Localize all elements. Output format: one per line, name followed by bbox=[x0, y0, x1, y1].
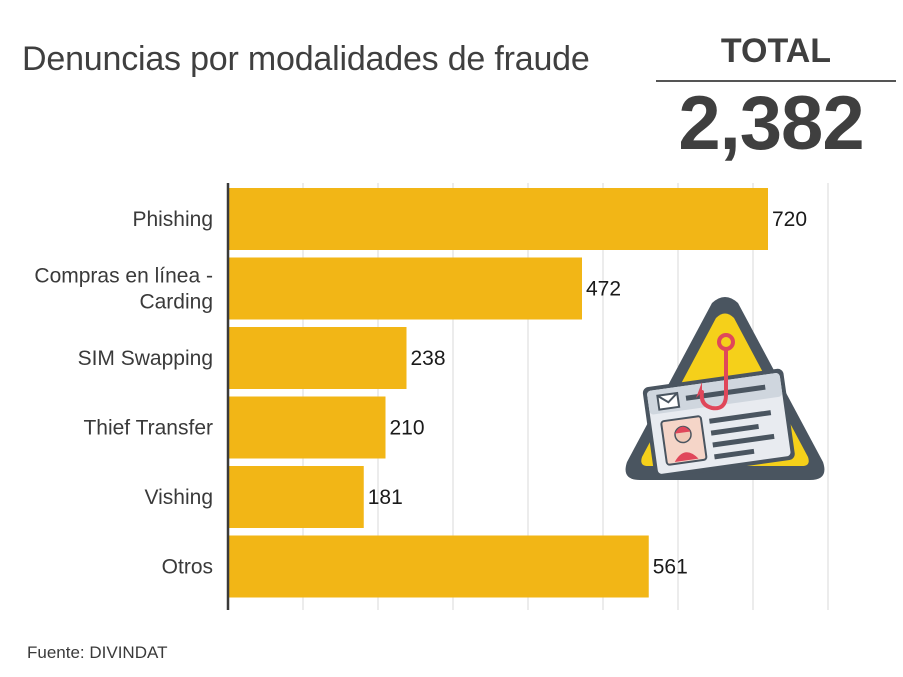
bar bbox=[229, 396, 386, 459]
value-label: 720 bbox=[772, 208, 807, 231]
phishing-id-card-warning-icon bbox=[625, 297, 825, 480]
category-label: Compras en línea -Carding bbox=[34, 265, 213, 314]
fishing-hook-icon bbox=[696, 333, 735, 411]
bar bbox=[229, 466, 364, 528]
value-label: 238 bbox=[411, 347, 446, 370]
value-labels: 720 472 238 210 181 561 bbox=[368, 208, 807, 579]
total-divider bbox=[656, 80, 896, 82]
bar bbox=[229, 327, 407, 389]
total-label: TOTAL bbox=[720, 32, 832, 70]
bars bbox=[229, 188, 768, 598]
value-label: 181 bbox=[368, 486, 403, 509]
category-label: Otros bbox=[162, 556, 213, 579]
id-card-icon bbox=[642, 368, 795, 479]
source-note: Fuente: DIVINDAT bbox=[27, 643, 168, 662]
bar bbox=[229, 257, 582, 320]
value-label: 561 bbox=[653, 556, 688, 579]
category-labels: Phishing Compras en línea -Carding SIM Swa… bbox=[34, 208, 213, 579]
category-label: SIM Swapping bbox=[78, 347, 213, 370]
total-value: 2,382 bbox=[678, 81, 864, 166]
category-label: Thief Transfer bbox=[83, 417, 213, 440]
value-label: 210 bbox=[390, 417, 425, 440]
value-label: 472 bbox=[586, 278, 621, 301]
bar bbox=[229, 535, 649, 598]
category-label: Vishing bbox=[145, 486, 214, 509]
bar bbox=[229, 188, 768, 250]
category-label: Phishing bbox=[132, 208, 213, 231]
chart-title: Denuncias por modalidades de fraude bbox=[22, 40, 590, 78]
